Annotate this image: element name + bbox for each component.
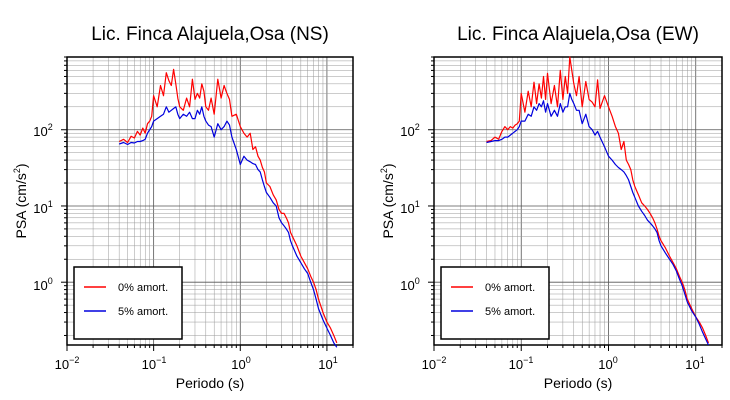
legend-box bbox=[73, 266, 183, 340]
series-line-0-percent bbox=[118, 68, 338, 344]
series-line-5-percent bbox=[119, 106, 338, 348]
legend-box bbox=[440, 266, 550, 340]
x-tick-label: 10−1 bbox=[142, 355, 167, 372]
x-tick-label: 101 bbox=[318, 355, 337, 372]
y-tick-label: 101 bbox=[400, 199, 419, 216]
y-tick-label: 102 bbox=[400, 122, 419, 139]
y-tick-labels: 102 101 100 bbox=[33, 122, 52, 293]
series-line-5-percent bbox=[486, 92, 710, 346]
x-axis-label: Periodo (s) bbox=[544, 375, 612, 391]
chart-title: Lic. Finca Alajuela,Osa (NS) bbox=[91, 24, 329, 45]
legend-label: 0% amort. bbox=[118, 282, 168, 294]
y-tick-label: 100 bbox=[400, 276, 419, 293]
x-axis-label: Periodo (s) bbox=[176, 375, 244, 391]
x-tick-label: 10−2 bbox=[55, 355, 80, 372]
x-tick-label: 100 bbox=[231, 355, 250, 372]
plot-ticks bbox=[428, 56, 723, 351]
legend-label: 0% amort. bbox=[485, 282, 535, 294]
x-tick-label: 10−1 bbox=[509, 355, 534, 372]
plot-series bbox=[118, 68, 338, 348]
x-tick-labels: 10−2 10−1 100 101 bbox=[422, 355, 705, 372]
x-tick-label: 101 bbox=[685, 355, 704, 372]
chart-panel-ew: Lic. Finca Alajuela,Osa (EW) 10−2 10−1 1… bbox=[379, 24, 723, 391]
y-tick-label: 101 bbox=[33, 199, 52, 216]
legend: 0% amort. 5% amort. bbox=[440, 266, 550, 340]
legend-label: 5% amort. bbox=[118, 306, 168, 318]
y-tick-label: 100 bbox=[33, 276, 52, 293]
series-line-0-percent bbox=[486, 56, 710, 344]
y-axis-label: PSA (cm/s2) bbox=[379, 163, 396, 238]
y-axis-label: PSA (cm/s2) bbox=[12, 163, 29, 238]
x-tick-labels: 10−2 10−1 100 101 bbox=[55, 355, 338, 372]
plot-frame bbox=[66, 56, 354, 346]
plot-frame bbox=[433, 56, 723, 346]
x-tick-label: 100 bbox=[598, 355, 617, 372]
plot-ticks bbox=[61, 56, 354, 351]
y-tick-label: 102 bbox=[33, 122, 52, 139]
plot-series bbox=[486, 56, 710, 346]
legend: 0% amort. 5% amort. bbox=[73, 266, 183, 340]
plot-grid bbox=[66, 56, 354, 345]
y-tick-labels: 102 101 100 bbox=[400, 122, 419, 293]
legend-label: 5% amort. bbox=[485, 306, 535, 318]
chart-panel-ns: Lic. Finca Alajuela,Osa (NS) 10−2 10−1 1… bbox=[12, 24, 354, 391]
chart-title: Lic. Finca Alajuela,Osa (EW) bbox=[457, 24, 699, 45]
x-tick-label: 10−2 bbox=[422, 355, 447, 372]
